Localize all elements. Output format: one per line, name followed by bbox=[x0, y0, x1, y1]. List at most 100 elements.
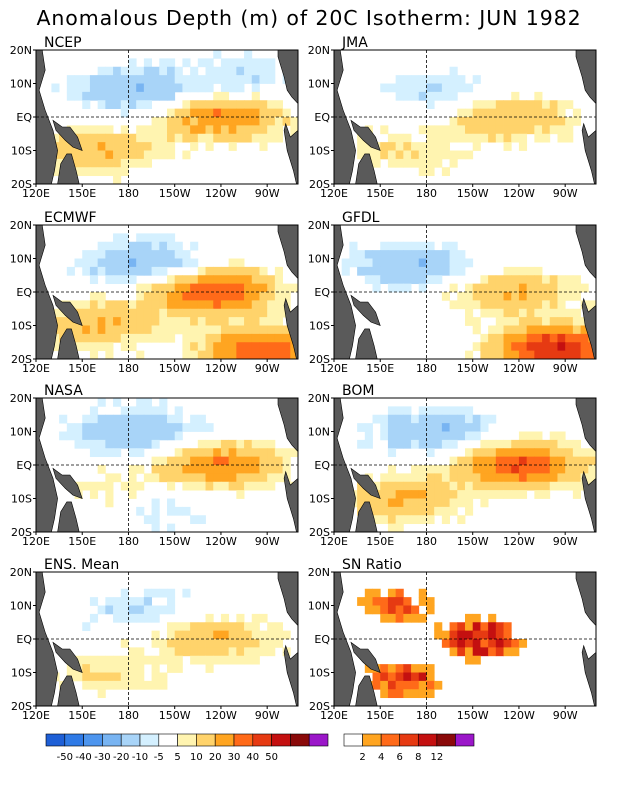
x-tick-label: 90W bbox=[255, 362, 280, 375]
panel-title: NCEP bbox=[44, 35, 82, 51]
x-tick-label: 90W bbox=[255, 709, 280, 722]
x-tick-label: 120E bbox=[22, 709, 50, 722]
figure-title: Anomalous Depth (m) of 20C Isotherm: JUN… bbox=[36, 6, 581, 30]
colorbar-swatch bbox=[196, 733, 216, 747]
colorbar-swatch bbox=[380, 733, 401, 747]
y-tick-label: 10S bbox=[11, 320, 32, 333]
colorbar-swatch bbox=[139, 733, 160, 747]
colorbar-swatch bbox=[45, 733, 66, 747]
y-tick-label: 10N bbox=[308, 600, 330, 613]
x-tick-label: 120W bbox=[205, 709, 237, 722]
colorbar-label: -5 bbox=[154, 752, 164, 763]
depth-colorbar: -50 -40 -30 -20 -10 -5 5 10 20 30 40 50 bbox=[45, 733, 329, 763]
colorbar-swatch bbox=[455, 733, 475, 747]
colorbar-label: 8 bbox=[415, 752, 421, 763]
colorbar-label: 50 bbox=[265, 752, 278, 763]
panel-title: GFDL bbox=[342, 210, 380, 226]
x-tick-label: 90W bbox=[553, 187, 578, 200]
colorbar-label: 30 bbox=[228, 752, 241, 763]
x-tick-label: 150E bbox=[68, 535, 96, 548]
colorbar-swatch bbox=[233, 733, 254, 747]
y-tick-label: EQ bbox=[16, 286, 32, 299]
y-tick-label: 10S bbox=[309, 667, 330, 680]
y-tick-label: EQ bbox=[16, 111, 32, 124]
colorbar-swatch bbox=[290, 733, 310, 747]
panel-title: ECMWF bbox=[44, 210, 97, 226]
panel-title: NASA bbox=[44, 383, 83, 399]
x-tick-label: 150W bbox=[457, 362, 489, 375]
x-tick-label: 120E bbox=[320, 362, 348, 375]
y-tick-label: 10N bbox=[10, 78, 32, 91]
y-tick-label: 20S bbox=[11, 700, 32, 713]
colorbar-label: -50 bbox=[57, 752, 73, 763]
colorbar-swatch bbox=[64, 733, 84, 747]
x-tick-label: 180 bbox=[118, 709, 139, 722]
y-tick-label: 10N bbox=[10, 253, 32, 266]
y-tick-label: 10N bbox=[308, 253, 330, 266]
x-tick-label: 120W bbox=[205, 187, 237, 200]
colorbar-label: 2 bbox=[359, 752, 365, 763]
x-tick-label: 120E bbox=[22, 535, 50, 548]
anomaly-field bbox=[341, 66, 581, 177]
x-tick-label: 150W bbox=[457, 187, 489, 200]
y-tick-label: 20S bbox=[309, 353, 330, 366]
x-tick-label: 120E bbox=[320, 535, 348, 548]
x-tick-label: 150W bbox=[159, 709, 191, 722]
x-tick-label: 90W bbox=[255, 187, 280, 200]
colorbar-swatch bbox=[214, 733, 235, 747]
panel-title: ENS. Mean bbox=[44, 557, 119, 573]
x-tick-label: 180 bbox=[416, 535, 437, 548]
colorbar-swatch bbox=[343, 733, 363, 747]
anomaly-field bbox=[341, 241, 597, 360]
panel-title: BOM bbox=[342, 383, 374, 399]
y-tick-label: 20S bbox=[309, 526, 330, 539]
anomaly-field bbox=[357, 588, 528, 699]
colorbar-label: -10 bbox=[132, 752, 148, 763]
land-polygon bbox=[350, 641, 381, 674]
x-tick-label: 150E bbox=[68, 709, 96, 722]
y-tick-label: 20N bbox=[308, 392, 330, 405]
x-tick-label: 150E bbox=[366, 535, 394, 548]
land-polygon bbox=[52, 641, 83, 674]
colorbar-swatch bbox=[158, 733, 178, 747]
x-tick-label: 120W bbox=[205, 362, 237, 375]
x-tick-label: 180 bbox=[118, 362, 139, 375]
y-tick-label: EQ bbox=[314, 111, 330, 124]
colorbar-swatch bbox=[252, 733, 272, 747]
x-tick-label: 180 bbox=[416, 362, 437, 375]
y-tick-label: 20S bbox=[309, 178, 330, 191]
x-tick-label: 90W bbox=[255, 535, 280, 548]
x-tick-label: 180 bbox=[416, 709, 437, 722]
colorbar-label: 12 bbox=[430, 752, 443, 763]
x-tick-label: 120W bbox=[503, 535, 535, 548]
y-tick-label: 20N bbox=[10, 566, 32, 579]
x-tick-label: 150W bbox=[159, 535, 191, 548]
colorbar-label: 6 bbox=[397, 752, 403, 763]
x-tick-label: 150E bbox=[366, 187, 394, 200]
y-tick-label: 20N bbox=[10, 219, 32, 232]
x-tick-label: 150E bbox=[68, 362, 96, 375]
anomaly-field bbox=[59, 398, 299, 533]
anomaly-field bbox=[36, 50, 299, 185]
x-tick-label: 120W bbox=[503, 187, 535, 200]
y-tick-label: 20S bbox=[11, 178, 32, 191]
x-tick-label: 90W bbox=[553, 362, 578, 375]
colorbar-label: 5 bbox=[174, 752, 180, 763]
x-tick-label: 120W bbox=[503, 709, 535, 722]
y-tick-label: 10S bbox=[309, 320, 330, 333]
colorbar-swatch bbox=[399, 733, 419, 747]
y-tick-label: 20N bbox=[308, 44, 330, 57]
panel-title: JMA bbox=[341, 35, 368, 51]
x-tick-label: 120W bbox=[205, 535, 237, 548]
colorbar-label: -20 bbox=[113, 752, 129, 763]
colorbar-swatch bbox=[436, 733, 456, 747]
y-tick-label: EQ bbox=[16, 459, 32, 472]
y-tick-label: 10S bbox=[309, 145, 330, 158]
